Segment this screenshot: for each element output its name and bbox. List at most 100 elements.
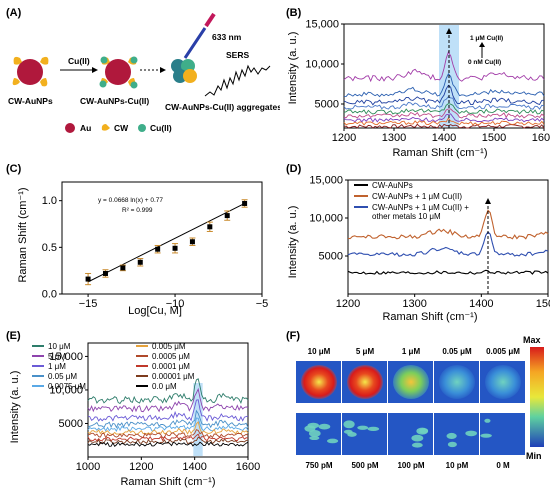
map-speckle [318, 423, 331, 430]
chart-e: (E) Raman Shift (cm⁻¹) Intensity (a. u.)… [6, 330, 260, 488]
panel-c: (C) y = 0.0668 ln(x) + 0.77 R² = 0.999 L… [0, 160, 275, 320]
map-hotspot [485, 365, 521, 399]
data-point [155, 246, 161, 252]
panel-f: (F) [282, 325, 550, 490]
au-legend-label: Au [80, 123, 91, 133]
x-tick-label: 1500 [482, 132, 506, 144]
y-tick-label: 5000 [319, 251, 343, 263]
x-tick-label: 1200 [332, 132, 356, 144]
map-speckle [411, 434, 424, 442]
legend-label: CW-AuNPs + 1 μM Cu(II) [372, 192, 462, 201]
legend-label: 10 μM [48, 342, 71, 351]
map-speckle [411, 442, 423, 448]
map-label: 0.05 μM [442, 347, 472, 356]
panel-e-label: (E) [6, 330, 21, 342]
map-hotspot [439, 365, 475, 399]
data-point [85, 276, 91, 282]
x-tick-label: 1400 [469, 298, 493, 310]
map-label: 1 μM [402, 347, 421, 356]
raman-map-cell [388, 413, 433, 455]
panel-e: (E) Raman Shift (cm⁻¹) Intensity (a. u.)… [0, 325, 275, 490]
x-tick-label: 1200 [336, 298, 360, 310]
map-label: 100 pM [397, 461, 424, 470]
data-point [172, 245, 178, 251]
y-tick-label: 15,000 [49, 351, 83, 363]
fit-r2: R² = 0.999 [122, 207, 153, 214]
peak-arrowhead [485, 198, 491, 204]
cw-aunp-particle [12, 56, 49, 87]
plot-frame [61, 181, 263, 295]
chart-c: (C) y = 0.0668 ln(x) + 0.77 R² = 0.999 L… [6, 163, 269, 317]
spectrum-line [347, 231, 549, 257]
spectrum-line [343, 113, 545, 123]
colorbar-max: Max [523, 335, 541, 345]
spectrum-line [343, 72, 545, 98]
cu-legend-icon [138, 124, 146, 132]
y-tick-label: 0.0 [42, 289, 57, 301]
panel-d: (D) Raman Shift (cm⁻¹) Intensity (a. u.)… [282, 160, 550, 325]
y-tick-label: 0.5 [42, 242, 57, 254]
concentration-arrowhead [479, 42, 485, 47]
x-tick-label: 1000 [76, 461, 100, 473]
map-hotspot [347, 365, 383, 399]
x-tick-label: −5 [256, 298, 269, 310]
spectrum-line [347, 269, 549, 275]
y-axis-label: Raman Shift (cm⁻¹) [17, 187, 29, 282]
x-tick-label: 1600 [532, 132, 550, 144]
spectrum-line [88, 429, 249, 439]
map-label: 10 pM [446, 461, 469, 470]
y-tick-label: 5000 [59, 418, 83, 430]
data-point [224, 213, 230, 219]
x-axis-label: Raman Shift (cm⁻¹) [382, 311, 477, 323]
panel-c-label: (C) [6, 163, 22, 175]
spectrum-line [343, 51, 545, 83]
y-tick-label: 10,000 [305, 59, 339, 71]
x-tick-label: 1200 [129, 461, 153, 473]
y-tick-label: 15,000 [309, 175, 343, 187]
stage1-label: CW-AuNPs [8, 96, 53, 106]
map-label: 10 μM [308, 347, 331, 356]
map-hotspot [301, 365, 337, 399]
map-hotspot [393, 365, 429, 399]
map-speckle [480, 433, 492, 438]
spectrum-line [87, 436, 249, 445]
top-annotation: 1 μM Cu(II) [470, 35, 503, 42]
panel-a: (A) Cu(II) [0, 0, 282, 150]
data-point [137, 259, 143, 265]
spectrum-line [343, 108, 545, 119]
sers-label: SERS [226, 50, 249, 60]
colorbar [530, 347, 544, 447]
spectrum-line [343, 117, 545, 126]
map-speckle [347, 432, 357, 437]
colorbar-min: Min [526, 451, 542, 461]
chart-b: (B) 1 μM Cu(II) 0 nM Cu(II) Raman Shift … [286, 7, 550, 159]
y-tick-label: 5000 [315, 99, 339, 111]
panel-a-label: (A) [6, 7, 22, 19]
panel-b: (B) 1 μM Cu(II) 0 nM Cu(II) Raman Shift … [282, 0, 550, 160]
spectrum-line [87, 378, 249, 405]
y-axis-label: Intensity (a. u.) [287, 206, 299, 279]
map-speckle [465, 430, 478, 437]
legend-label: 0.0 μM [152, 382, 177, 391]
y-tick-label: 10,000 [49, 384, 83, 396]
au-legend-icon [65, 123, 75, 133]
cw-legend-icon [101, 124, 110, 131]
data-point [207, 224, 213, 230]
legend-label: 0.05 μM [48, 372, 77, 381]
legend-label: CW-AuNPs [372, 181, 413, 190]
legend-label: 0.0005 μM [152, 352, 190, 361]
x-tick-label: −15 [79, 298, 98, 310]
spectrum-line [87, 417, 249, 433]
stage3-label: CW-AuNPs-Cu(II) aggregates [165, 102, 280, 112]
legend-label: 0.005 μM [152, 342, 186, 351]
map-speckle [367, 426, 380, 432]
legend-label: 0.0001 μM [152, 362, 190, 371]
cw-aunp-cu-particle [99, 56, 138, 89]
map-label: 500 pM [351, 461, 378, 470]
spectrum-line [87, 399, 249, 422]
sers-spectrum-sketch [204, 64, 271, 97]
legend-label: CW-AuNPs + 1 μM Cu(II) + [372, 203, 469, 212]
x-axis-label: Raman Shift (cm⁻¹) [120, 476, 215, 488]
spectrum-line [87, 433, 249, 442]
map-speckle [447, 441, 457, 448]
